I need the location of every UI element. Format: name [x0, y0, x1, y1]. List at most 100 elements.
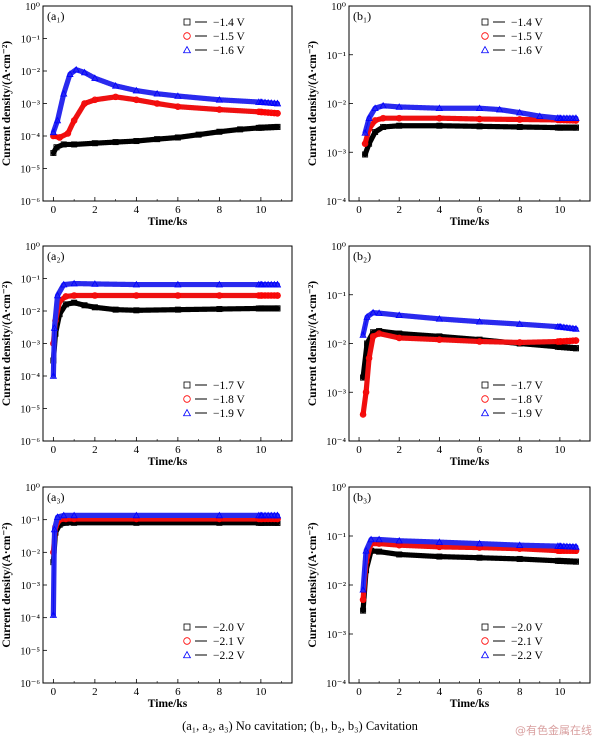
- data-point: [72, 65, 80, 73]
- x-tick-label: 10: [255, 686, 267, 698]
- x-tick-label: 8: [217, 686, 223, 698]
- data-point: [53, 291, 62, 299]
- data-point: [554, 124, 561, 131]
- y-tick-label: 10⁻³: [21, 100, 40, 111]
- data-point: [572, 543, 580, 550]
- data-point: [70, 292, 78, 299]
- data-point: [81, 302, 88, 309]
- data-point: [563, 558, 570, 565]
- series-band: [50, 94, 281, 141]
- legend-label: −1.5 V: [213, 31, 246, 43]
- data-point: [174, 292, 182, 299]
- data-point: [379, 114, 387, 122]
- x-tick-label: 0: [356, 686, 362, 698]
- data-point: [91, 96, 99, 104]
- legend-marker: [182, 408, 192, 417]
- panel-label: (a₁): [47, 9, 65, 23]
- legend-label: −1.9 V: [511, 408, 544, 420]
- data-point: [516, 116, 524, 123]
- data-point: [475, 539, 484, 547]
- chart-panel-a2: 0 2 4 6 8 10 10⁻⁶ 10⁻⁵ 10⁻⁴ 10⁻³ 10⁻² 10⁻¹ 10⁰ Time/k…: [1, 242, 293, 468]
- data-point: [572, 345, 579, 352]
- x-tick-label: 6: [477, 686, 483, 698]
- series-band: [362, 115, 579, 147]
- data-point: [572, 124, 579, 131]
- data-point: [255, 108, 263, 116]
- y-tick-label: 10⁻¹: [21, 35, 40, 46]
- series-band: [360, 310, 579, 338]
- data-point: [273, 99, 282, 107]
- y-tick-label: 10⁻⁶: [20, 197, 40, 208]
- data-point: [435, 104, 444, 112]
- data-point: [369, 308, 377, 316]
- x-tick-label: 8: [217, 444, 223, 456]
- series-rise: [53, 327, 55, 377]
- series-band: [50, 512, 281, 618]
- data-point: [560, 124, 567, 131]
- x-axis-label: Time/ks: [148, 698, 188, 710]
- data-point: [174, 103, 182, 110]
- data-point: [363, 313, 371, 320]
- data-point: [395, 536, 403, 544]
- x-tick-label: 2: [92, 686, 98, 698]
- data-point: [132, 280, 141, 288]
- series-band: [360, 330, 579, 418]
- x-tick-label: 8: [517, 444, 523, 456]
- data-point: [258, 108, 266, 116]
- x-tick-label: 10: [255, 204, 267, 216]
- y-tick-label: 10⁻⁴: [20, 132, 40, 143]
- panel-label: (a₃): [47, 490, 65, 504]
- data-point: [516, 339, 524, 346]
- x-tick-label: 2: [92, 444, 98, 456]
- y-tick-label: 10⁻⁶: [20, 437, 40, 448]
- data-point: [563, 124, 570, 131]
- data-point: [362, 546, 370, 554]
- y-tick-label: 10⁻⁴: [20, 372, 40, 383]
- data-point: [258, 292, 266, 299]
- data-point: [359, 585, 367, 593]
- data-point: [360, 607, 367, 614]
- y-tick-label: 10⁻²: [21, 548, 40, 559]
- data-point: [375, 309, 383, 316]
- x-tick-label: 6: [175, 444, 181, 456]
- data-point: [81, 100, 88, 107]
- data-point: [64, 130, 72, 137]
- y-tick-label: 10⁻²: [327, 100, 346, 111]
- series-band: [360, 540, 579, 603]
- watermark: @有色金属在线: [515, 724, 592, 737]
- legend-marker: [183, 395, 191, 403]
- series-b1-3: [361, 101, 580, 136]
- y-tick-label: 10⁻²: [21, 307, 40, 318]
- x-tick-label: 8: [517, 204, 523, 216]
- legend-marker: [182, 650, 192, 659]
- x-tick-label: 0: [356, 444, 362, 456]
- x-tick-label: 10: [554, 444, 566, 456]
- y-tick-label: 10⁰: [331, 483, 346, 494]
- y-tick-label: 10⁻⁴: [326, 679, 346, 690]
- data-point: [365, 354, 373, 362]
- y-tick-label: 10⁰: [25, 242, 40, 253]
- data-point: [255, 292, 263, 299]
- y-tick-label: 10⁻¹: [327, 51, 346, 62]
- series-a3-3: [49, 511, 282, 618]
- data-point: [367, 535, 375, 543]
- data-point: [70, 511, 78, 519]
- data-point: [174, 92, 182, 99]
- legend-marker: [183, 32, 191, 40]
- y-axis-label: Current density/(A·cm⁻²): [307, 41, 319, 166]
- data-point: [50, 525, 59, 533]
- data-point: [62, 293, 70, 300]
- legend-label: −2.2 V: [511, 650, 544, 662]
- data-point: [268, 305, 275, 312]
- data-point: [91, 74, 99, 82]
- data-point: [70, 279, 78, 287]
- y-tick-label: 10⁻⁵: [20, 646, 40, 657]
- series-a1-3: [49, 65, 282, 136]
- x-axis-label: Time/ks: [148, 456, 188, 468]
- data-point: [380, 123, 387, 130]
- x-tick-label: 4: [134, 204, 140, 216]
- data-point: [569, 337, 577, 345]
- data-point: [274, 305, 281, 312]
- data-point: [53, 116, 62, 124]
- y-tick-label: 10⁻¹: [327, 291, 346, 302]
